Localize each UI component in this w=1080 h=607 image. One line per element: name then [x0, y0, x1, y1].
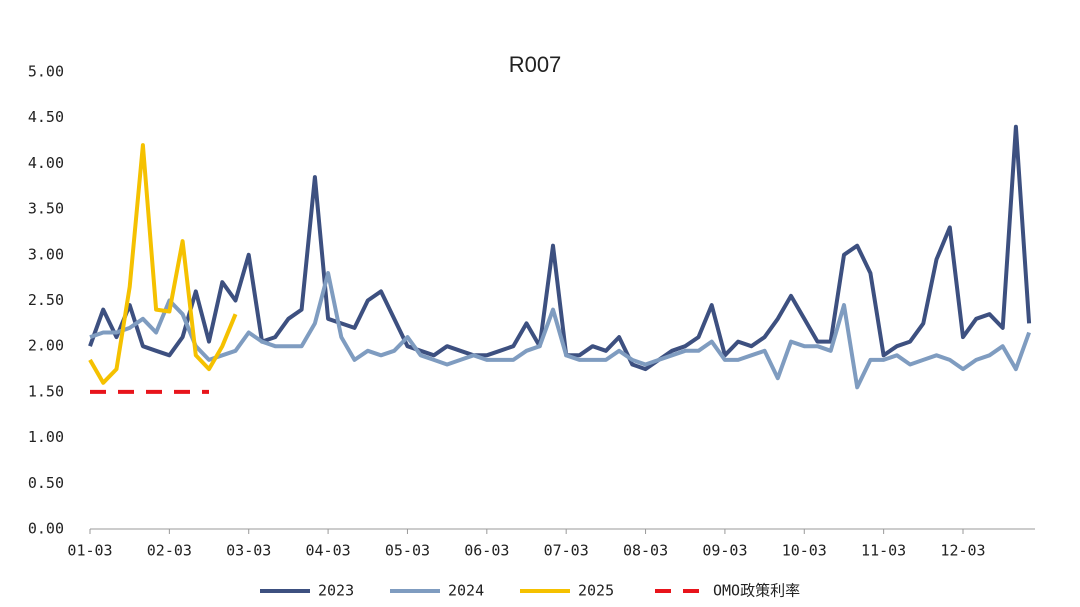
x-tick-label: 06-03	[464, 542, 509, 560]
y-tick-label: 1.00	[28, 428, 64, 446]
legend-label: 2025	[578, 582, 614, 600]
x-tick-label: 08-03	[623, 542, 668, 560]
x-tick-label: 12-03	[940, 542, 985, 560]
y-tick-label: 0.00	[28, 520, 64, 538]
chart-title: R007	[509, 52, 562, 77]
y-tick-label: 4.00	[28, 154, 64, 172]
x-tick-label: 07-03	[544, 542, 589, 560]
x-tick-label: 03-03	[226, 542, 271, 560]
legend-label: 2024	[448, 582, 484, 600]
series-line	[88, 143, 238, 385]
series-line	[88, 124, 1032, 372]
x-tick-label: 01-03	[67, 542, 112, 560]
y-tick-label: 4.50	[28, 108, 64, 126]
x-tick-label: 04-03	[306, 542, 351, 560]
legend-label: 2023	[318, 582, 354, 600]
y-tick-label: 0.50	[28, 474, 64, 492]
x-tick-label: 11-03	[861, 542, 906, 560]
x-tick-label: 05-03	[385, 542, 430, 560]
x-tick-label: 09-03	[702, 542, 747, 560]
series-line	[89, 271, 1031, 390]
y-tick-label: 3.00	[28, 245, 64, 263]
y-tick-label: 2.00	[28, 337, 64, 355]
y-tick-label: 3.50	[28, 200, 64, 218]
y-tick-label: 5.00	[28, 63, 64, 81]
legend-label: OMO政策利率	[713, 582, 800, 600]
x-tick-label: 10-03	[782, 542, 827, 560]
x-tick-label: 02-03	[147, 542, 192, 560]
y-tick-label: 1.50	[28, 382, 64, 400]
y-tick-label: 2.50	[28, 291, 64, 309]
